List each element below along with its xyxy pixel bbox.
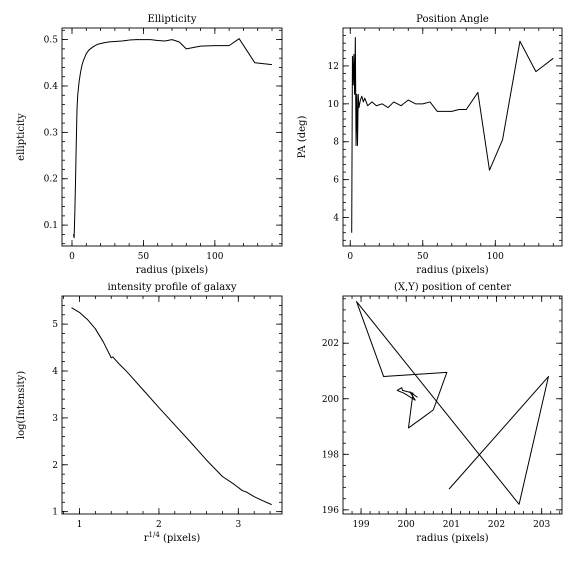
center-position-xtick-label: 200	[398, 520, 415, 530]
intensity-profile-ytick-label: 2	[52, 461, 58, 471]
center-position-series-line	[356, 301, 549, 505]
intensity-profile-panel: intensity profile of galaxy r1/4 (pixels)…	[16, 282, 283, 544]
center-position-ytick-label: 198	[322, 450, 339, 460]
ellipticity-series-line	[72, 38, 273, 239]
ellipticity-ytick-label: 0.5	[44, 36, 59, 46]
ellipticity-ytick-label: 0.1	[44, 221, 58, 231]
intensity-profile-ytick-label: 4	[52, 367, 58, 377]
center-position-ytick-label: 200	[322, 395, 339, 405]
intensity-profile-xtick-label: 1	[77, 520, 83, 530]
ellipticity-panel: Ellipticity radius (pixels) ellipticity 0 50…	[16, 14, 283, 276]
position-angle-ytick-label: 6	[333, 176, 339, 186]
position-angle-ylabel: PA (deg)	[297, 116, 308, 159]
ellipticity-title: Ellipticity	[148, 14, 197, 25]
position-angle-ytick-label: 12	[328, 62, 339, 72]
position-angle-xtick-label: 50	[417, 252, 429, 262]
center-position-xtick-label: 203	[533, 520, 550, 530]
ellipticity-ytick-label: 0.4	[44, 82, 59, 92]
ellipticity-xtick-label: 50	[138, 252, 150, 262]
position-angle-ytick-label: 4	[333, 214, 339, 224]
ellipticity-ytick-label: 0.2	[44, 175, 58, 185]
ellipticity-xlabel: radius (pixels)	[136, 265, 208, 276]
position-angle-xtick-label: 0	[347, 252, 353, 262]
position-angle-xtick-label: 100	[487, 252, 504, 262]
center-position-xtick-label: 201	[443, 520, 460, 530]
ellipticity-xtick-label: 0	[69, 252, 75, 262]
ellipticity-ylabel: ellipticity	[16, 113, 27, 161]
intensity-profile-series-line	[71, 307, 272, 506]
ellipticity-frame	[61, 27, 283, 247]
position-angle-frame	[342, 27, 563, 247]
center-position-xtick-label: 199	[352, 520, 369, 530]
intensity-profile-xtick-label: 2	[156, 520, 162, 530]
intensity-profile-xtick-label: 3	[235, 520, 241, 530]
position-angle-xlabel: radius (pixels)	[416, 265, 488, 276]
center-position-xlabel: radius (pixels)	[416, 533, 488, 544]
intensity-profile-ytick-label: 3	[52, 414, 58, 424]
intensity-profile-ytick-label: 5	[52, 320, 58, 330]
position-angle-series-line	[351, 36, 554, 233]
position-angle-ytick-label: 10	[328, 100, 340, 110]
position-angle-title: Position Angle	[416, 14, 489, 25]
ellipticity-ytick-label: 0.3	[44, 128, 59, 138]
center-position-frame	[342, 295, 563, 515]
ellipticity-xtick-label: 100	[206, 252, 223, 262]
position-angle-panel: Position Angle radius (pixels) PA (deg) 0 50…	[297, 14, 563, 276]
center-position-panel: (X,Y) position of center radius (pixels) 1…	[322, 282, 563, 544]
intensity-profile-frame	[61, 295, 283, 515]
center-position-ytick-label: 202	[322, 339, 339, 349]
center-position-xtick-label: 202	[488, 520, 505, 530]
intensity-profile-ytick-label: 1	[52, 508, 58, 518]
intensity-profile-xlabel: r1/4 (pixels)	[144, 531, 201, 544]
intensity-profile-ylabel: log(Intensity)	[16, 371, 27, 439]
position-angle-ytick-label: 8	[333, 138, 339, 148]
intensity-profile-title: intensity profile of galaxy	[107, 282, 236, 293]
center-position-title: (X,Y) position of center	[394, 282, 511, 293]
center-position-ytick-label: 196	[322, 506, 339, 516]
